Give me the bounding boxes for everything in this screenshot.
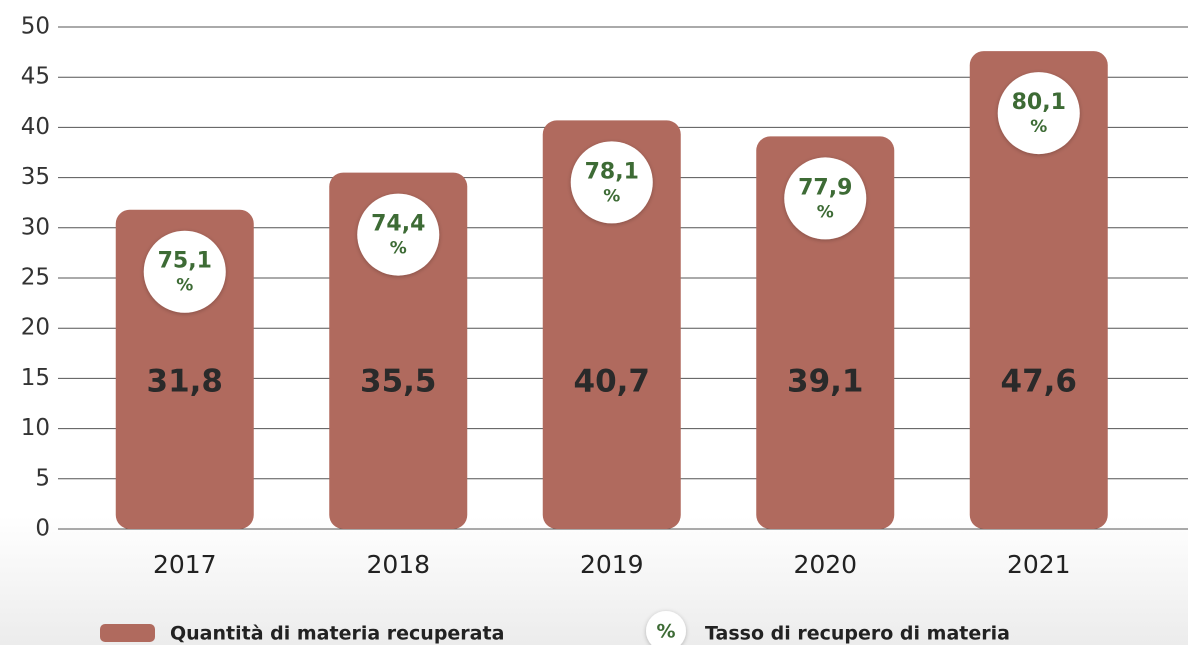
x-tick-label: 2020	[793, 550, 857, 579]
rate-label: 75,1	[158, 249, 212, 274]
rate-circle	[784, 157, 867, 240]
bar	[969, 51, 1108, 529]
rate-circle	[570, 141, 653, 224]
bar	[329, 172, 468, 529]
y-tick-label: 5	[35, 465, 50, 491]
rate-unit: %	[390, 239, 407, 259]
bar	[756, 136, 895, 529]
bar-value-label: 47,6	[1001, 364, 1078, 400]
x-tick-label: 2019	[580, 550, 644, 579]
y-tick-label: 0	[35, 516, 50, 542]
rate-unit: %	[176, 276, 193, 296]
rate-circle	[357, 193, 440, 276]
y-tick-label: 35	[21, 164, 50, 190]
rate-label: 74,4	[371, 212, 425, 237]
y-tick-label: 45	[21, 64, 50, 90]
y-tick-label: 25	[21, 265, 50, 291]
x-tick-label: 2017	[153, 550, 217, 579]
y-tick-label: 10	[21, 415, 50, 441]
rate-label: 77,9	[798, 175, 852, 200]
y-tick-label: 40	[21, 114, 50, 140]
legend-rate-unit: %	[656, 621, 675, 643]
y-tick-label: 20	[21, 315, 50, 341]
rate-unit: %	[603, 186, 620, 206]
rate-unit: %	[1030, 117, 1047, 137]
legend-label: Quantità di materia recuperata	[170, 623, 504, 645]
bar-value-label: 35,5	[360, 364, 437, 400]
rate-circle	[997, 72, 1080, 155]
y-tick-label: 30	[21, 214, 50, 240]
legend-rate-icon	[646, 611, 686, 645]
bar	[542, 120, 681, 529]
legend-label: Tasso di recupero di materia	[705, 623, 1010, 645]
bar-value-label: 40,7	[574, 364, 651, 400]
rate-circle	[143, 230, 226, 313]
bar-value-label: 31,8	[147, 364, 224, 400]
rate-label: 80,1	[1012, 90, 1066, 115]
y-tick-label: 50	[21, 14, 50, 40]
legend-swatch	[100, 624, 155, 642]
y-tick-label: 15	[21, 365, 50, 391]
bar-value-label: 39,1	[787, 364, 864, 400]
x-tick-label: 2018	[366, 550, 430, 579]
x-tick-label: 2021	[1007, 550, 1071, 579]
rate-unit: %	[817, 202, 834, 222]
rate-label: 78,1	[585, 159, 639, 184]
